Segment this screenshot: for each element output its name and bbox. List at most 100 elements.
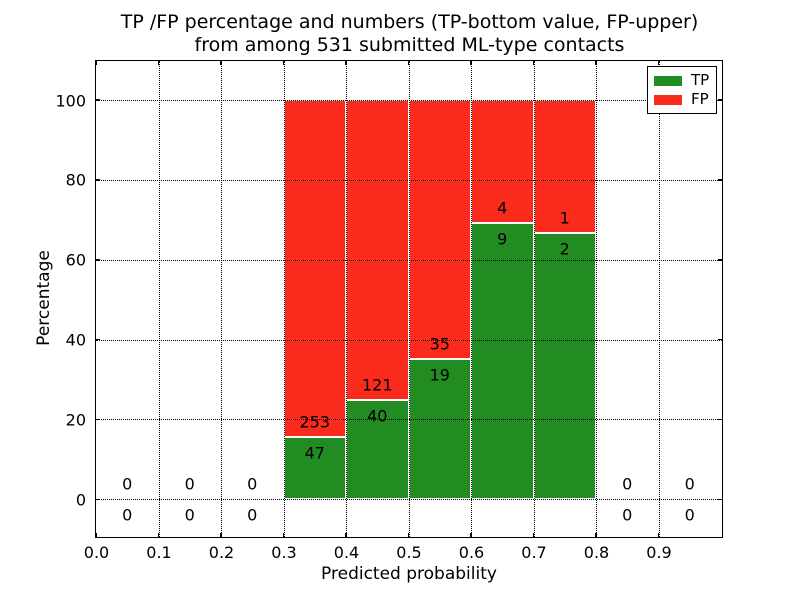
grid-line-vertical	[596, 61, 597, 537]
y-tick-mark	[718, 338, 722, 341]
chart-title-line2: from among 531 submitted ML-type contact…	[194, 34, 625, 56]
legend-label-fp: FP	[691, 90, 709, 108]
x-tick-label: 0.8	[583, 543, 610, 562]
x-tick-label: 0.1	[146, 543, 172, 562]
bar-segment-tp	[283, 436, 346, 500]
x-tick-mark	[657, 61, 660, 65]
grid-line-horizontal	[96, 100, 722, 102]
bar-segment-fp	[283, 100, 346, 437]
x-tick-label: 0.4	[333, 543, 360, 562]
x-tick-mark	[595, 533, 597, 537]
fp-count-label: 4	[497, 198, 508, 218]
y-tick-label: 100	[55, 91, 86, 111]
chart-title-line1: TP /FP percentage and numbers (TP-bottom…	[120, 11, 699, 33]
fp-count-label: 0	[184, 474, 195, 494]
x-tick-label: 0.2	[208, 543, 235, 562]
x-tick-mark	[345, 533, 347, 537]
tp-count-label: 0	[184, 505, 195, 525]
grid-line-horizontal	[96, 259, 722, 261]
plot-area: TP FP 0 0 0 0 0 0 253 47 121 40 35 19 4 9 1 2 0 0 0 0	[95, 60, 723, 538]
tp-count-label: 40	[367, 406, 388, 426]
bar-segment-tp	[346, 400, 409, 500]
tp-count-label: 2	[559, 239, 570, 259]
fp-count-label: 253	[299, 412, 331, 432]
x-tick-mark	[95, 61, 97, 65]
y-tick-mark	[718, 99, 722, 101]
x-tick-mark	[220, 61, 222, 65]
y-tick-label: 0	[75, 490, 86, 510]
fp-count-label: 35	[429, 334, 450, 354]
tp-count-label: 0	[122, 505, 133, 525]
x-tick-label: 0.7	[521, 543, 547, 562]
grid-line-vertical	[533, 61, 535, 537]
y-tick-label: 20	[65, 410, 86, 430]
x-tick-mark	[407, 533, 410, 537]
legend-swatch-fp-icon	[654, 94, 682, 105]
y-tick-label: 40	[65, 330, 86, 350]
y-tick-mark	[718, 498, 722, 501]
chart-title: TP /FP percentage and numbers (TP-bottom…	[96, 11, 723, 57]
tp-count-label: 0	[622, 505, 633, 525]
fp-count-label: 0	[122, 474, 133, 494]
x-tick-mark	[470, 533, 472, 537]
y-tick-mark	[96, 338, 100, 341]
grid-line-horizontal	[96, 339, 722, 341]
x-tick-mark	[595, 61, 597, 65]
y-tick-label: 80	[65, 170, 86, 190]
legend-entry-fp: FP	[654, 90, 716, 109]
grid-line-vertical	[471, 61, 472, 537]
grid-line-vertical	[658, 61, 660, 537]
legend-label-tp: TP	[691, 71, 710, 89]
bar-segment-fp	[346, 100, 409, 401]
tp-count-label: 19	[429, 365, 450, 385]
legend: TP FP	[647, 66, 717, 114]
y-tick-mark	[718, 259, 722, 261]
x-tick-label: 0.3	[271, 543, 297, 562]
x-tick-mark	[532, 61, 535, 65]
grid-line-vertical	[283, 61, 285, 537]
x-tick-mark	[470, 61, 472, 65]
grid-line-horizontal	[96, 419, 722, 421]
grid-line-vertical	[346, 61, 347, 537]
x-tick-mark	[282, 533, 285, 537]
x-tick-mark	[407, 61, 410, 65]
tp-count-label: 0	[684, 505, 695, 525]
y-tick-mark	[96, 418, 100, 421]
x-tick-label: 0.6	[458, 543, 485, 562]
bar-segment-tp	[471, 222, 534, 500]
x-tick-label: 0.5	[396, 543, 422, 562]
x-tick-mark	[532, 533, 535, 537]
y-tick-mark	[96, 99, 100, 101]
x-tick-mark	[157, 61, 160, 65]
y-tick-mark	[96, 259, 100, 261]
fp-count-label: 0	[684, 474, 695, 494]
grid-line-vertical	[221, 61, 222, 537]
x-tick-mark	[95, 533, 97, 537]
legend-swatch-tp-icon	[654, 75, 682, 86]
x-tick-mark	[657, 533, 660, 537]
legend-entry-tp: TP	[654, 71, 716, 90]
y-tick-mark	[718, 179, 722, 181]
x-tick-mark	[220, 533, 222, 537]
x-tick-mark	[282, 61, 285, 65]
y-tick-mark	[96, 179, 100, 181]
bar-segment-tp	[533, 233, 596, 500]
y-tick-mark	[718, 418, 722, 421]
bar-segment-fp	[408, 100, 471, 359]
x-tick-label: 0.0	[83, 543, 110, 562]
x-tick-mark	[345, 61, 347, 65]
y-tick-label: 60	[65, 250, 86, 270]
fp-count-label: 121	[361, 375, 393, 395]
fp-count-label: 0	[247, 474, 258, 494]
fp-count-label: 0	[622, 474, 633, 494]
x-tick-label: 0.9	[646, 543, 672, 562]
x-tick-mark	[157, 533, 160, 537]
tp-count-label: 0	[247, 505, 258, 525]
bar-segment-fp	[471, 100, 534, 223]
grid-line-vertical	[408, 61, 410, 537]
fp-count-label: 1	[559, 208, 570, 228]
grid-line-horizontal	[96, 499, 722, 501]
tp-count-label: 47	[304, 443, 325, 463]
grid-line-vertical	[158, 61, 160, 537]
